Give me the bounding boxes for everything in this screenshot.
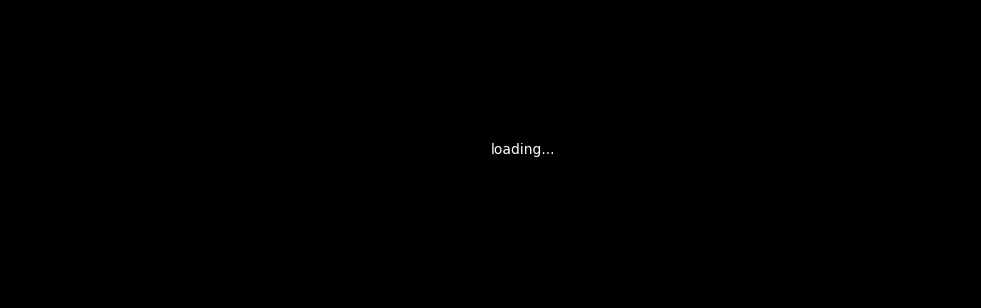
Text: loading...: loading... [490, 143, 555, 157]
